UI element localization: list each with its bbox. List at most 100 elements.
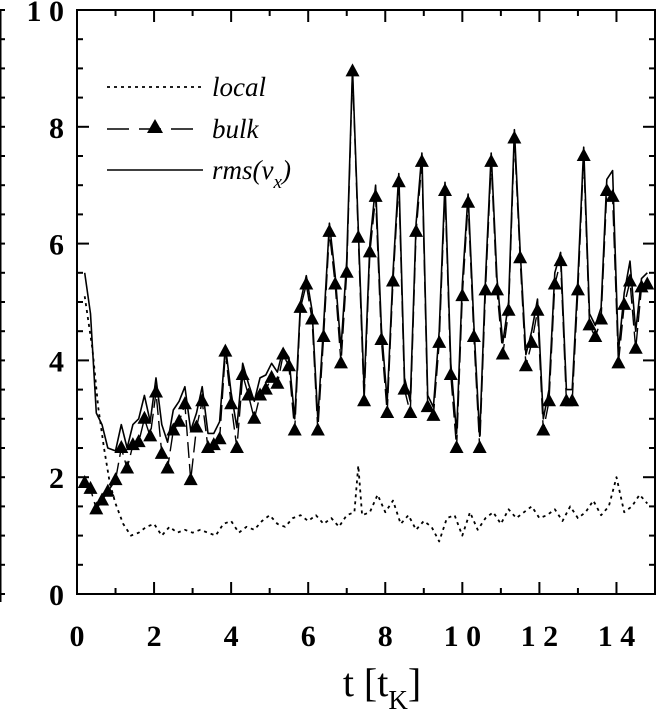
bulk-marker [414, 153, 429, 167]
bulk-marker [345, 63, 360, 77]
bulk-marker [120, 460, 135, 474]
bulk-marker [490, 282, 505, 296]
bulk-marker [368, 188, 383, 202]
bulk-marker [374, 331, 389, 345]
legend: local bulk rms(vx) [107, 72, 291, 193]
bulk-marker [212, 431, 227, 445]
legend-local-label: local [212, 72, 266, 102]
bulk-marker [287, 422, 302, 436]
x-tick-label: 4 [224, 620, 239, 653]
bulk-marker [547, 276, 562, 290]
bulk-marker [611, 355, 626, 369]
bulk-marker [437, 183, 452, 197]
bulk-marker [270, 375, 285, 389]
axis-ticks [0, 9, 656, 595]
x-tick-label: 2 [147, 620, 162, 653]
bulk-marker [461, 194, 476, 208]
x-tick-label: 6 [301, 620, 316, 653]
bulk-marker [524, 334, 539, 348]
bulk-marker [628, 340, 643, 354]
bulk-marker [530, 302, 545, 316]
bulk-marker [351, 229, 366, 243]
y-tick-label: 6 [49, 229, 64, 262]
bulk-marker [484, 153, 499, 167]
bulk-marker [570, 282, 585, 296]
bulk-marker [565, 393, 580, 407]
bulk-marker [172, 413, 187, 427]
legend-bulk-marker [147, 119, 163, 133]
bulk-marker [235, 367, 250, 380]
bulk-marker [131, 434, 146, 448]
bulk-marker [247, 410, 262, 424]
bulk-marker [599, 183, 614, 197]
bulk-marker [622, 273, 637, 287]
bulk-marker [310, 422, 325, 436]
bulk-marker [183, 472, 198, 486]
x-axis-title-main: t [t [343, 660, 389, 705]
bulk-marker [426, 407, 441, 421]
bulk-marker [420, 399, 435, 413]
bulk-marker [588, 329, 603, 343]
x-tick-label: 8 [378, 620, 393, 653]
bulk-marker [466, 329, 481, 343]
bulk-marker [143, 428, 158, 442]
bulk-marker [472, 440, 487, 453]
bulk-marker [276, 346, 291, 360]
bulk-marker [478, 282, 493, 296]
bulk-marker [542, 393, 557, 407]
bulk-marker [518, 358, 533, 372]
bulk-marker [333, 355, 348, 369]
bulk-marker [449, 440, 464, 453]
bulk-marker [166, 422, 181, 436]
bulk-marker [432, 334, 447, 348]
y-tick-label: 1 0 [27, 0, 65, 28]
series-layer [77, 63, 655, 543]
bulk-marker [281, 358, 296, 372]
bulk-marker [77, 475, 92, 489]
bulk-marker [293, 299, 308, 313]
bulk-marker [148, 384, 163, 398]
bulk-marker [455, 288, 470, 302]
series-rms-line [83, 67, 648, 452]
legend-rms-label-close: ) [280, 155, 291, 185]
bulk-marker [258, 381, 273, 395]
bulk-marker [100, 483, 115, 497]
bulk-marker [536, 422, 551, 436]
bulk-marker [154, 445, 169, 459]
bulk-marker [357, 393, 372, 407]
bulk-marker [195, 393, 210, 407]
bulk-marker [576, 148, 591, 161]
bulk-marker [501, 302, 516, 316]
series-local-line [83, 296, 648, 543]
legend-bulk-label: bulk [212, 114, 260, 144]
y-tick-label: 4 [49, 345, 64, 378]
bulk-marker [241, 387, 256, 401]
x-tick-label: 1 4 [598, 620, 636, 653]
bulk-marker [605, 188, 620, 202]
x-tick-label: 1 0 [444, 620, 482, 653]
bulk-marker [582, 317, 597, 331]
bulk-marker [617, 296, 632, 310]
bulk-marker [409, 223, 424, 237]
bulk-marker [305, 311, 320, 325]
x-tick-label: 0 [70, 620, 85, 653]
legend-rms-label: rms(vx) [212, 155, 291, 193]
x-axis-title-close: ] [408, 660, 421, 705]
legend-rms-label-main: rms(v [212, 155, 274, 185]
bulk-marker [108, 472, 123, 486]
x-axis-title: t [tK] [343, 660, 421, 714]
bulk-marker [553, 253, 568, 267]
y-tick-label: 2 [49, 462, 64, 495]
bulk-marker [95, 492, 110, 506]
bulk-marker [114, 440, 129, 453]
bulk-marker [362, 244, 377, 258]
bulk-marker [594, 311, 609, 325]
bulk-marker [513, 250, 528, 264]
bulk-marker [443, 367, 458, 380]
bulk-marker [339, 264, 354, 278]
bulk-marker [403, 404, 418, 418]
bulk-marker [229, 440, 244, 453]
legend-rms-label-sub: x [273, 172, 283, 193]
bulk-marker [495, 346, 510, 360]
